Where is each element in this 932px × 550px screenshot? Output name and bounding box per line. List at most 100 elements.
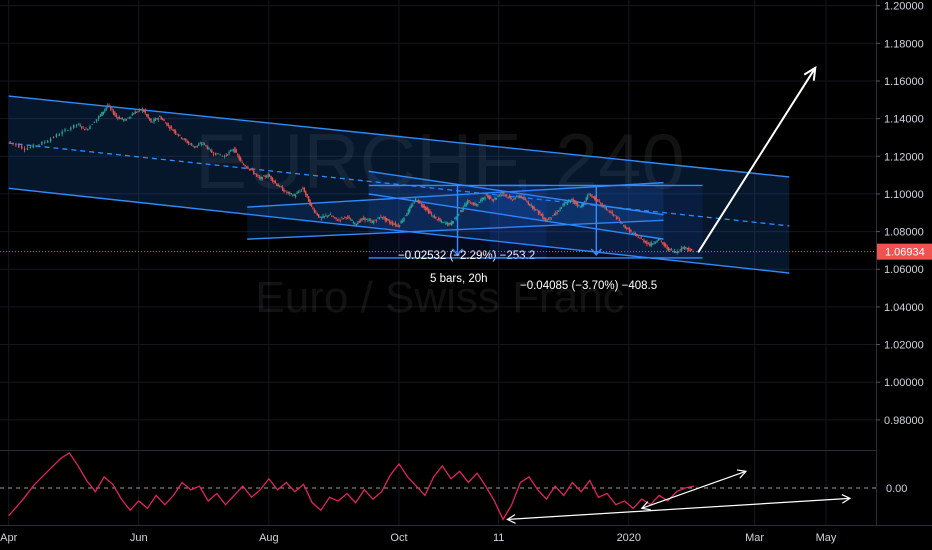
candle-body: [581, 204, 583, 208]
candle-body: [670, 248, 673, 250]
oscillator-trend-arrow-head[interactable]: [841, 493, 852, 504]
candle-body: [374, 220, 376, 221]
candle-body: [160, 116, 162, 120]
candle-body: [41, 142, 43, 145]
channel-fill[interactable]: [368, 171, 664, 240]
measure-arrow-head[interactable]: [590, 248, 602, 257]
candle-body: [273, 180, 275, 182]
candle-body: [205, 145, 207, 146]
oscillator-trend-line[interactable]: [641, 470, 747, 509]
candle-body: [292, 195, 294, 197]
watermark-symbol: EURCHF, 240: [195, 117, 685, 205]
candle-body: [161, 119, 164, 120]
candle-body: [286, 192, 288, 193]
candle-body: [219, 154, 221, 156]
candle-body: [241, 162, 243, 164]
candle-body: [543, 218, 545, 220]
candle-body: [565, 202, 567, 204]
candle-body: [316, 213, 318, 216]
candle-body: [683, 246, 686, 249]
candle-body: [252, 170, 255, 174]
candle-body: [610, 212, 612, 214]
candle-body: [247, 167, 249, 169]
price-axis[interactable]: 1.20000 1.18000 1.16000 1.14000 1.12000 1.100…: [876, 1, 924, 495]
candle-body: [206, 146, 209, 149]
candle-body: [242, 163, 245, 165]
candle-body: [550, 217, 553, 219]
candle-body: [689, 250, 691, 252]
candle-body: [456, 214, 459, 217]
regression-channels[interactable]: [8, 95, 790, 274]
candle-body: [130, 116, 132, 118]
channel-mid-line[interactable]: [8, 142, 790, 227]
candle-body: [305, 191, 307, 195]
candle-body: [604, 206, 606, 208]
price-tick-label: 1.18000: [884, 38, 924, 50]
candle-body: [279, 185, 281, 187]
oscillator-trend-arrow-head[interactable]: [736, 469, 748, 479]
candle-body: [628, 228, 631, 233]
candle-body: [549, 217, 551, 219]
candle-body: [578, 205, 580, 206]
projection-arrow-line[interactable]: [697, 67, 817, 253]
candle-body: [344, 216, 346, 218]
candle-body: [412, 204, 414, 206]
candle-body: [266, 176, 268, 178]
candle-body: [172, 130, 174, 131]
candle-body: [558, 210, 560, 212]
channel-upper-line[interactable]: [247, 181, 664, 208]
channel-lower-line[interactable]: [368, 193, 664, 240]
measure-arrow-head[interactable]: [451, 248, 464, 257]
time-tick-label: 11: [493, 532, 504, 544]
time-axis[interactable]: Apr Jun Aug Oct 11 2020 Mar May: [0, 532, 837, 544]
channel-upper-line[interactable]: [368, 170, 664, 216]
oscillator-trend-line[interactable]: [507, 497, 851, 521]
oscillator-trend-arrow-tail[interactable]: [640, 501, 651, 511]
candle-body: [209, 149, 212, 151]
candle-body: [478, 202, 480, 204]
channel-upper-line[interactable]: [8, 95, 790, 178]
channel-lower-line[interactable]: [8, 187, 790, 274]
candle-body: [498, 194, 501, 196]
candle-body: [263, 175, 265, 177]
candle-body: [35, 145, 37, 147]
candle-body: [91, 124, 93, 125]
candle-body: [468, 200, 470, 202]
candle-body: [582, 203, 584, 206]
candle-body: [607, 209, 609, 211]
candle-body: [146, 114, 148, 116]
candle-body: [226, 154, 229, 156]
candle-body: [651, 243, 654, 245]
candle-body: [533, 206, 535, 210]
candle-body: [484, 197, 486, 199]
price-tick-label: 1.16000: [884, 76, 924, 88]
candle-body: [630, 230, 632, 232]
candle-body: [377, 217, 379, 219]
candle-body: [556, 212, 558, 213]
oscillator-trend-arrow-tail[interactable]: [506, 514, 516, 524]
candle-body: [413, 202, 415, 203]
candle-body: [638, 237, 641, 239]
candle-body: [133, 113, 135, 115]
candle-body: [276, 183, 278, 186]
candle-body: [348, 216, 350, 218]
candle-body: [345, 217, 347, 219]
candle-body: [293, 194, 295, 196]
candle-body: [18, 144, 20, 148]
candle-body: [440, 220, 443, 222]
projection-arrow[interactable]: [697, 65, 817, 253]
candle-body: [267, 174, 269, 177]
candle-body: [38, 144, 40, 146]
candle-body: [367, 219, 369, 221]
candle-body: [306, 193, 308, 197]
candle-body: [459, 211, 462, 213]
projection-arrow-head[interactable]: [803, 65, 817, 81]
channel-lower-line[interactable]: [247, 219, 664, 240]
candle-body: [446, 222, 449, 225]
candle-body: [598, 200, 600, 202]
candle-body: [182, 138, 184, 140]
candle-body: [192, 146, 194, 147]
candle-body: [465, 203, 467, 207]
candle-body: [297, 192, 300, 193]
